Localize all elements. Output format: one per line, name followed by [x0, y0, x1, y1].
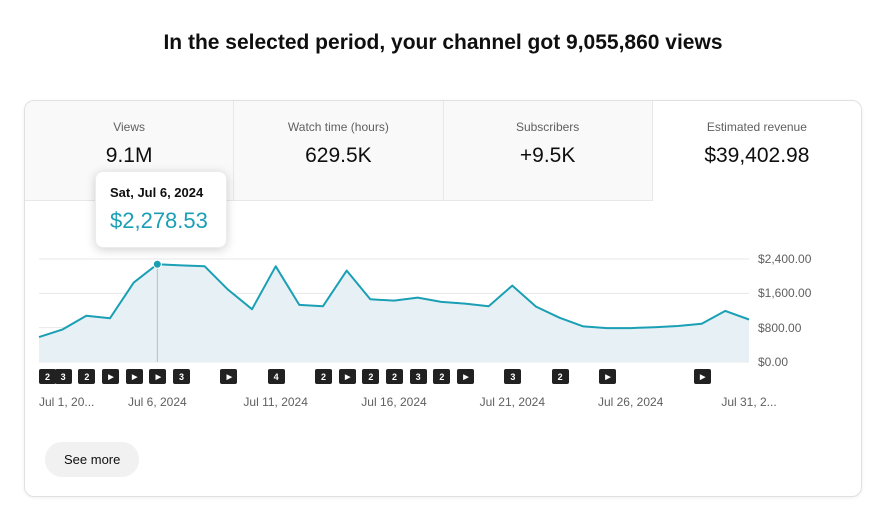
- video-marker-count[interactable]: 2: [362, 369, 380, 384]
- revenue-chart-svg: [38, 258, 750, 363]
- y-axis-tick: $800.00: [758, 320, 802, 335]
- tab-subscribers-value: +9.5K: [519, 144, 576, 167]
- video-markers-row: 2 3 2 ▶ ▶ ▶ 3 ▶ 4 2 ▶ 2 2 3 2 ▶ 3 2 ▶ ▶: [39, 369, 749, 385]
- x-axis-tick: Jul 6, 2024: [127, 395, 187, 409]
- video-marker-count[interactable]: 2: [39, 369, 56, 384]
- y-axis-labels: $2,400.00 $1,600.00 $800.00 $0.00: [758, 251, 858, 369]
- x-axis-tick: Jul 31, 2...: [721, 395, 777, 409]
- x-axis-tick: Jul 1, 20...: [39, 395, 95, 409]
- video-marker-play-icon[interactable]: ▶: [102, 369, 119, 384]
- tab-watch-time-label: Watch time (hours): [287, 120, 389, 134]
- tab-estimated-revenue-value: $39,402.98: [704, 144, 810, 167]
- tab-watch-time-value: 629.5K: [305, 144, 372, 167]
- video-marker-play-icon[interactable]: ▶: [599, 369, 616, 384]
- see-more-button[interactable]: See more: [45, 442, 140, 477]
- analytics-card: Views 9.1M Watch time (hours) 629.5K Sub…: [24, 100, 862, 497]
- video-marker-count[interactable]: 3: [54, 369, 72, 384]
- video-marker-play-icon[interactable]: ▶: [149, 369, 167, 384]
- video-marker-play-icon[interactable]: ▶: [220, 369, 238, 384]
- tab-watch-time[interactable]: Watch time (hours) 629.5K: [234, 101, 444, 201]
- video-marker-count[interactable]: 4: [267, 369, 285, 384]
- tab-subscribers[interactable]: Subscribers +9.5K: [443, 101, 653, 201]
- video-marker-play-icon[interactable]: ▶: [125, 369, 143, 384]
- tab-subscribers-label: Subscribers: [515, 120, 580, 134]
- x-axis-tick: Jul 16, 2024: [361, 395, 427, 409]
- video-marker-play-icon[interactable]: ▶: [338, 369, 356, 384]
- chart-plot-area[interactable]: [38, 251, 750, 366]
- y-axis-tick: $2,400.00: [758, 252, 812, 266]
- video-marker-play-icon[interactable]: ▶: [693, 369, 711, 384]
- x-axis-tick: Jul 26, 2024: [597, 395, 664, 409]
- page-title: In the selected period, your channel got…: [163, 31, 723, 54]
- highlighted-point[interactable]: [152, 259, 162, 269]
- tab-views-label: Views: [113, 120, 146, 134]
- video-marker-count[interactable]: 3: [409, 369, 427, 384]
- video-marker-count[interactable]: 2: [551, 369, 569, 384]
- x-axis-tick: Jul 11, 2024: [243, 395, 308, 409]
- tab-views-value: 9.1M: [105, 144, 153, 167]
- tab-estimated-revenue-label: Estimated revenue: [706, 120, 807, 134]
- video-marker-count[interactable]: 2: [78, 369, 96, 384]
- x-axis-labels: Jul 1, 20... Jul 6, 2024 Jul 11, 2024 Jul 1…: [39, 395, 777, 411]
- y-axis-tick: $0.00: [758, 355, 789, 369]
- video-marker-count[interactable]: 2: [433, 369, 451, 384]
- metric-tabs: Views 9.1M Watch time (hours) 629.5K Sub…: [25, 101, 861, 201]
- x-axis-tick: Jul 21, 2024: [479, 395, 546, 409]
- tooltip-date: Sat, Jul 6, 2024: [110, 185, 204, 200]
- video-marker-count[interactable]: 3: [173, 369, 190, 384]
- video-marker-count[interactable]: 2: [315, 369, 332, 384]
- y-axis-tick: $1,600.00: [758, 286, 812, 301]
- video-marker-count[interactable]: 2: [386, 369, 403, 384]
- video-marker-count[interactable]: 3: [504, 369, 522, 384]
- revenue-chart: $2,400.00 $1,600.00 $800.00 $0.00 2 3 2 ▶ ▶ ▶ 3 ▶ 4…: [25, 251, 861, 411]
- tooltip-value: $2,278.53: [110, 208, 208, 233]
- video-marker-play-icon[interactable]: ▶: [457, 369, 474, 384]
- chart-tooltip: Sat, Jul 6, 2024 $2,278.53: [95, 171, 227, 248]
- tab-estimated-revenue[interactable]: Estimated revenue $39,402.98: [652, 101, 861, 201]
